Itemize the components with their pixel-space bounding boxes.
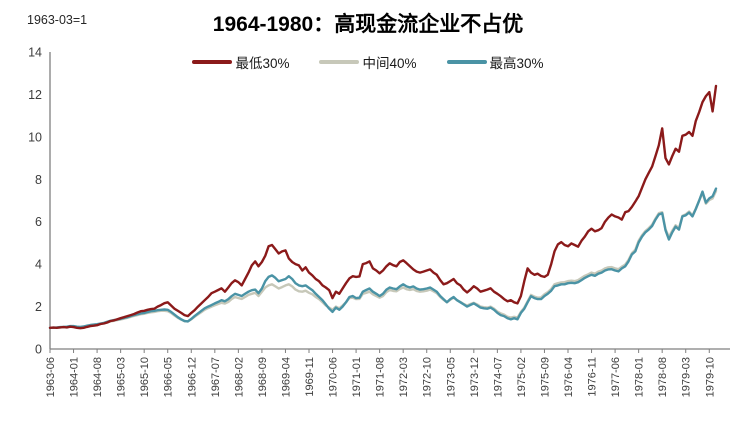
y-tick-label: 12 — [28, 88, 42, 102]
x-tick-label: 1967-07 — [210, 357, 222, 397]
series-line-2 — [48, 187, 718, 329]
x-tick-label: 1969-11 — [304, 357, 316, 397]
x-tick-label: 1966-12 — [186, 357, 198, 397]
x-tick-label: 1971-08 — [375, 357, 387, 397]
x-tick-label: 1974-07 — [492, 357, 504, 397]
x-tick-label: 1968-02 — [233, 357, 245, 397]
y-tick-label: 6 — [35, 215, 42, 229]
y-tick-label: 2 — [35, 300, 42, 314]
x-tick-label: 1979-10 — [704, 357, 716, 397]
x-tick-label: 1969-04 — [280, 357, 292, 397]
y-tick-label: 10 — [28, 130, 42, 144]
x-tick-label: 1963-06 — [45, 357, 57, 397]
y-tick-label: 14 — [28, 46, 42, 60]
x-tick-label: 1968-09 — [257, 357, 269, 397]
legend-item: 最低30% — [192, 52, 289, 72]
x-tick-label: 1966-05 — [163, 357, 175, 397]
series-line-0 — [48, 84, 718, 330]
x-tick-label: 1977-06 — [610, 357, 622, 397]
series-line-1 — [48, 189, 718, 329]
legend-item: 中间40% — [319, 52, 417, 72]
axis-note: 1963-03=1 — [27, 13, 88, 27]
x-tick-label: 1979-03 — [681, 357, 693, 397]
x-tick-label: 1975-02 — [516, 357, 528, 397]
x-tick-label: 1976-04 — [563, 357, 575, 397]
chart-title: 1964-1980：高现金流企业不占优 — [212, 13, 524, 36]
x-tick-label: 1978-08 — [657, 357, 669, 397]
x-tick-label: 1976-11 — [587, 357, 599, 397]
x-tick-label: 1971-01 — [351, 357, 363, 397]
x-tick-label: 1978-01 — [634, 357, 646, 397]
legend-label: 最低30% — [235, 56, 290, 71]
legend: 最低30% 中间40% 最高30% — [0, 52, 736, 72]
legend-swatch — [446, 60, 487, 64]
x-tick-label: 1964-01 — [69, 357, 81, 397]
x-tick-label: 1972-10 — [422, 357, 434, 397]
y-tick-label: 0 — [35, 343, 42, 357]
y-tick-label: 8 — [35, 173, 42, 187]
x-tick-label: 1972-03 — [398, 357, 410, 397]
x-tick-label: 1970-06 — [328, 357, 340, 397]
x-tick-label: 1975-09 — [539, 357, 551, 397]
legend-label: 中间40% — [362, 56, 417, 71]
x-tick-label: 1973-05 — [445, 357, 457, 397]
y-tick-label: 4 — [35, 258, 42, 272]
legend-item: 最高30% — [446, 52, 544, 72]
x-tick-label: 1965-10 — [139, 357, 151, 397]
legend-swatch — [319, 60, 360, 64]
x-tick-label: 1973-12 — [469, 357, 481, 397]
legend-label: 最高30% — [489, 56, 544, 71]
x-tick-label: 1964-08 — [92, 357, 104, 397]
legend-swatch — [192, 60, 233, 64]
x-tick-label: 1965-03 — [116, 357, 128, 397]
